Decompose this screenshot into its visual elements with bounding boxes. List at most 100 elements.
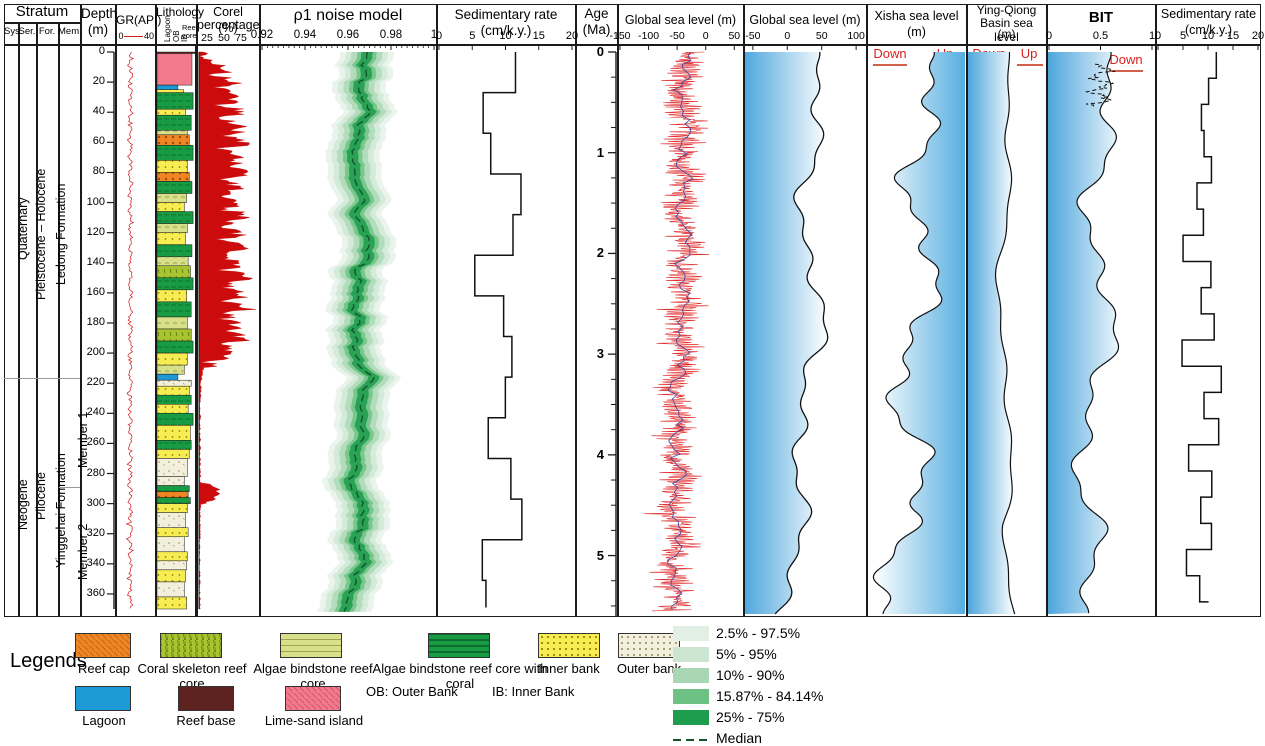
depth-tick-label: 140 <box>86 255 105 268</box>
corel-title: Corel percentage <box>197 5 260 33</box>
axis-tick-label: 10 <box>499 30 512 42</box>
depth-tick-label: 220 <box>86 376 105 389</box>
yingqiong-up-label: Up <box>1020 46 1038 61</box>
yingqiong-panel <box>967 44 1046 617</box>
stratum-boundary-q-n <box>4 378 80 379</box>
gsl1-title: Global sea level (m) <box>624 13 737 27</box>
axis-tick-label: 20 <box>1251 30 1265 42</box>
depth-tick-label: 360 <box>86 586 105 599</box>
stratum-title: Stratum <box>15 3 69 20</box>
depth-tick-label: 340 <box>86 556 105 569</box>
axis-tick-label: 15 <box>1226 30 1240 42</box>
xisha-down-label: Down <box>873 46 907 61</box>
depth-tick-label: 160 <box>86 285 105 298</box>
depth-tick-label: 280 <box>86 466 105 479</box>
col-div-sed-age <box>575 4 577 617</box>
axis-tick-label: 0 <box>435 30 443 42</box>
depth-axis <box>81 44 115 617</box>
axis-tick-label: 20 <box>565 30 579 42</box>
confidence-band-swatch <box>673 668 709 683</box>
depth-tick-label: 60 <box>92 135 105 148</box>
lithology-sub-reefcore-label: Reef core <box>182 23 198 40</box>
gsl1-tick-label: -100 <box>638 30 660 42</box>
bit-tick-label: 0 <box>1045 30 1053 42</box>
gr-panel <box>116 44 155 617</box>
stratum-div-2 <box>36 22 38 617</box>
bit-area-svg <box>1048 44 1153 614</box>
gr-tick-min: 0 <box>118 31 124 41</box>
gsl2-tick-label: -50 <box>745 30 761 42</box>
yingqiong-title: Ying-Qiong Basin sea level <box>976 3 1037 44</box>
confidence-band-swatch <box>673 647 709 662</box>
depth-tick-label: 120 <box>86 225 105 238</box>
corel-tick-25: 25 <box>201 32 213 44</box>
legends-title: Legends <box>10 650 87 672</box>
bit-tick-label: 0.5 <box>1092 30 1109 42</box>
noise-tick-label: 1 <box>430 29 438 41</box>
col-div-age-gsl1 <box>617 4 619 617</box>
stratum-sub-sys: Sys. <box>4 26 23 37</box>
legend-swatch-label: Reef base <box>176 713 236 728</box>
corel-panel <box>197 44 259 617</box>
legend-swatch <box>160 633 222 658</box>
col-div-noise-sed <box>436 4 438 617</box>
stratum-system-quaternary: Quaternary <box>16 197 30 260</box>
sedrate-left-panel <box>437 44 575 617</box>
stratum-formation-ledong: Ledong Formation <box>54 183 68 285</box>
confidence-band-swatch <box>673 689 709 704</box>
age-tick-label: 4 <box>596 446 604 462</box>
lithology-panel <box>156 44 196 617</box>
gr-tick-max: 40 <box>143 31 154 41</box>
legend-swatch-label: Inner bank <box>538 661 600 676</box>
legend-swatch <box>428 633 490 658</box>
noise-tick-label: 0.92 <box>250 29 274 41</box>
stratum-div-3 <box>58 22 60 617</box>
gsl1-tick-label: 0 <box>702 30 709 42</box>
depth-axis-svg <box>107 51 115 609</box>
lithology-sub-lagoon: Lagoon <box>163 15 172 42</box>
age-unit: (Ma) <box>582 22 611 37</box>
sedrate-left-unit: (cm/k.y.) <box>480 23 532 38</box>
legend-swatch <box>538 633 600 658</box>
age-tick-label: 5 <box>596 547 604 563</box>
age-axis-svg <box>608 51 617 616</box>
stratum-system-neogene: Neogene <box>16 479 30 530</box>
depth-tick-label: 0 <box>98 45 105 57</box>
depth-tick-label: 200 <box>86 346 105 359</box>
header-divider <box>4 44 1261 46</box>
age-tick-label: 0 <box>596 44 604 59</box>
bit-tick-label: 1 <box>1148 30 1156 42</box>
gsl2-title: Global sea level (m) <box>749 13 861 27</box>
confidence-band-label: 15.87% - 84.14% <box>716 688 824 704</box>
gr-curve-svg <box>125 51 135 609</box>
sedrate-right-step-svg <box>1157 44 1259 603</box>
axis-tick-label: 10 <box>1201 30 1215 42</box>
depth-tick-label: 240 <box>86 406 105 419</box>
lithology-sub-reefcore: Reef core <box>182 23 198 40</box>
yingqiong-unit: (m) <box>997 27 1016 41</box>
corel-tick-50: 50 <box>218 32 230 44</box>
depth-tick-label: 40 <box>92 105 105 118</box>
corel-area-svg <box>198 51 256 610</box>
gr-scale-bar <box>124 36 143 38</box>
col-div-gr-lith <box>155 4 157 617</box>
col-div-lith-corel <box>196 4 198 617</box>
age-tick-label: 3 <box>596 346 604 362</box>
depth-unit: (m) <box>87 22 109 37</box>
legend-swatch <box>75 686 131 711</box>
confidence-band-label: 2.5% - 97.5% <box>716 625 801 641</box>
noise-model-svg <box>261 44 435 613</box>
noise-tick-label: 0.94 <box>293 29 317 41</box>
xisha-panel <box>867 44 966 617</box>
stratum-formation-yinggehai: Yinggehai Formation <box>54 453 68 568</box>
depth-tick-label: 80 <box>92 165 105 178</box>
age-title: Age <box>584 6 609 21</box>
axis-tick-label: 0 <box>1154 30 1162 42</box>
legend-swatch <box>285 686 341 711</box>
col-div-stratum-depth <box>80 4 82 617</box>
sedrate-right-unit: (cm/k.y.) <box>1185 23 1232 37</box>
stratum-sub-ser: Ser. <box>18 26 36 37</box>
sedrate-right-title: Sedimentary rate <box>1160 7 1257 21</box>
col-div-bit-sed2 <box>1155 4 1157 617</box>
gr-title: GR(API) <box>116 13 162 27</box>
